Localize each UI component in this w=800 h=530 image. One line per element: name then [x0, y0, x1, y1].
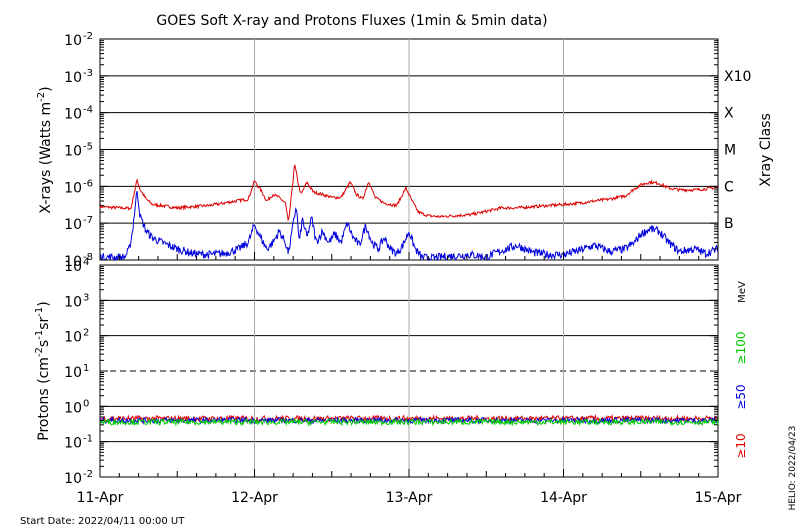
proton-gridlines — [100, 265, 718, 477]
proton-series-line — [99, 417, 719, 427]
xray-class-axis-label: Xray Class — [758, 113, 774, 187]
proton-tick-label: 104 — [64, 257, 89, 275]
energy-label-50mev: ≥50 — [734, 384, 748, 409]
proton-series-line — [99, 415, 719, 426]
xray-y-axis-label: X-rays (Watts m-2) — [36, 86, 54, 213]
energy-label-10mev: ≥10 — [734, 433, 748, 458]
proton-tick-label: 10-1 — [64, 434, 93, 452]
mev-label: MeV — [737, 281, 748, 303]
xray-tick-label: 10-4 — [64, 105, 93, 123]
proton-tick-label: 100 — [64, 398, 89, 416]
x-tick-label: 14-Apr — [540, 490, 587, 506]
credit-label: HELIO: 2022/04/23 — [788, 426, 798, 511]
xray-tick-label: 10-6 — [64, 178, 93, 196]
x-tick-label: 12-Apr — [231, 490, 278, 506]
xray-class-label: M — [724, 143, 736, 159]
x-tick-label: 11-Apr — [77, 490, 124, 506]
xray-tick-label: 10-2 — [64, 31, 93, 49]
xray-series-group — [99, 164, 719, 262]
xray-panel: 10-2 10-3 10-4 10-5 10-6 10-7 10-8 X10 X M C B X-r… — [36, 31, 774, 270]
xray-class-label: X10 — [724, 69, 751, 85]
xray-tick-label: 10-8 — [64, 252, 93, 270]
xray-class-label: X — [724, 106, 734, 122]
xray-series-line — [99, 190, 719, 262]
x-tick-label: 13-Apr — [386, 490, 433, 506]
xray-tick-label: 10-5 — [64, 142, 93, 160]
proton-y-axis-label: Protons (cm-2s-1sr-1) — [34, 301, 52, 440]
xray-class-label: C — [724, 179, 734, 195]
energy-label-100mev: ≥100 — [734, 332, 748, 365]
proton-series-group — [99, 413, 719, 427]
proton-series-line — [99, 413, 719, 424]
proton-panel: 104 103 102 101 100 10-1 10-2 Protons (cm-2s-1… — [34, 257, 748, 487]
proton-y-ticks: 104 103 102 101 100 10-1 10-2 — [64, 257, 718, 487]
proton-tick-label: 103 — [64, 292, 89, 310]
proton-tick-label: 102 — [64, 328, 89, 346]
xray-class-label: B — [724, 216, 734, 232]
xray-class-labels: X10 X M C B — [724, 69, 751, 232]
xray-gridlines — [100, 39, 718, 260]
xray-series-line — [99, 164, 719, 222]
xray-tick-label: 10-3 — [64, 68, 93, 86]
proton-tick-label: 10-2 — [64, 469, 93, 487]
xray-tick-label: 10-7 — [64, 215, 93, 233]
proton-tick-label: 101 — [64, 363, 89, 381]
xray-y-ticks: 10-2 10-3 10-4 10-5 10-6 10-7 10-8 — [64, 31, 718, 270]
start-date-label: Start Date: 2022/04/11 00:00 UT — [20, 516, 185, 527]
chart-title: GOES Soft X-ray and Protons Fluxes (1min… — [156, 13, 547, 29]
x-tick-label: 15-Apr — [695, 490, 742, 506]
x-axis-ticks: 11-Apr 12-Apr 13-Apr 14-Apr 15-Apr — [77, 252, 742, 506]
